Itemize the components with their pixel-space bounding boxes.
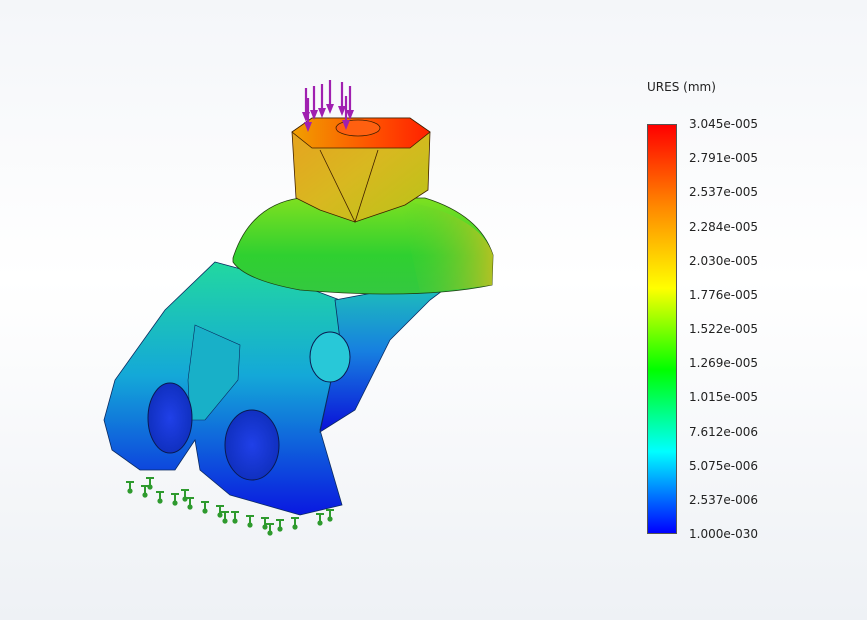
fixture-marker [221, 511, 229, 524]
hex-nut [291, 117, 431, 224]
fixture-marker [276, 519, 284, 532]
force-arrow [318, 84, 326, 118]
fixture-marker [216, 505, 224, 518]
fixture-marker [126, 481, 134, 494]
fixture-marker [261, 517, 269, 530]
fixture-marker [231, 511, 239, 524]
force-arrow [338, 82, 346, 116]
dome-boss [232, 197, 494, 295]
fixture-marker [171, 493, 179, 506]
force-arrow [346, 86, 354, 120]
fixed-geometry-icon [126, 477, 334, 536]
fixture-marker [156, 491, 164, 504]
fixture-marker [316, 513, 324, 526]
force-arrow [342, 96, 350, 130]
fixture-marker [266, 523, 274, 536]
force-arrow [310, 86, 318, 120]
fixture-marker [146, 477, 154, 490]
force-arrow [326, 80, 334, 114]
downward-force-arrows-icon [302, 80, 354, 132]
fixture-marker [326, 509, 334, 522]
force-arrow [304, 98, 312, 132]
fixture-marker [201, 501, 209, 514]
fixture-marker [291, 517, 299, 530]
fixture-marker [181, 489, 189, 502]
bracket-body [103, 261, 471, 516]
fixture-marker [246, 515, 254, 528]
